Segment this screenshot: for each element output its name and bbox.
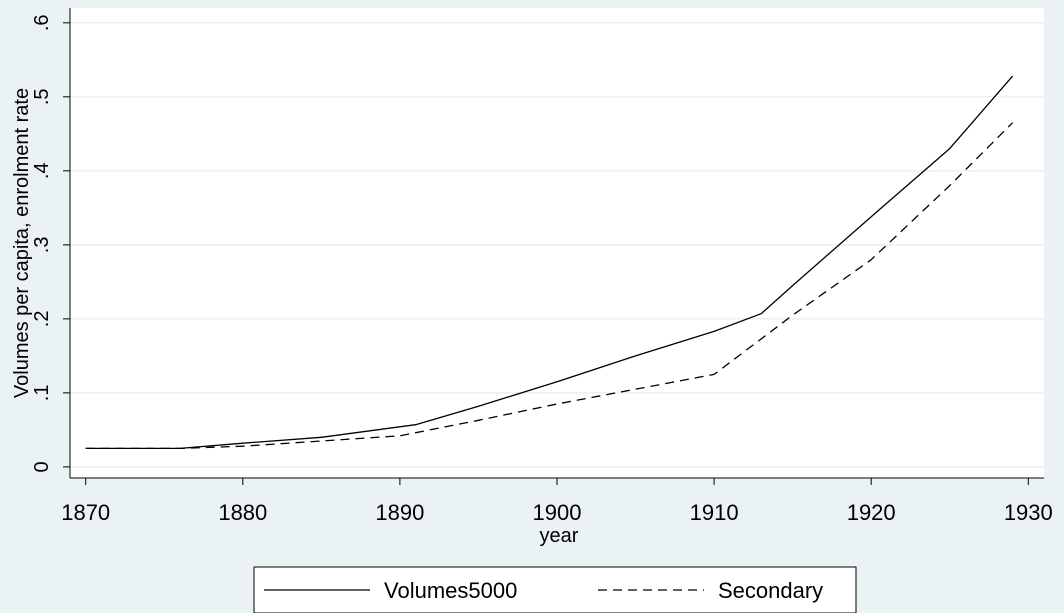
series-line-secondary — [85, 122, 1014, 450]
legend-label-secondary: Secondary — [718, 578, 823, 603]
x-tick-label: 1880 — [218, 500, 267, 525]
y-tick-label: .4 — [31, 162, 53, 179]
y-tick-label: .1 — [31, 385, 53, 402]
x-tick-label: 1900 — [533, 500, 582, 525]
x-tick-label: 1920 — [847, 500, 896, 525]
series-line-volumes5000 — [85, 75, 1014, 450]
y-tick-label: .5 — [31, 88, 53, 105]
x-axis-label: year — [540, 525, 579, 547]
y-axis-ticks: 0 .1 .2 .3 .4 .5 .6 — [31, 14, 70, 472]
plot-area — [70, 8, 1044, 478]
x-axis-ticks: 1870 1880 1890 1900 1910 1920 1930 — [61, 478, 1053, 525]
y-tick-label: .3 — [31, 237, 53, 254]
x-tick-label: 1930 — [1004, 500, 1053, 525]
y-axis-label: Volumes per capita, enrolment rate — [11, 88, 33, 398]
legend-label-volumes5000: Volumes5000 — [384, 578, 517, 603]
legend: Volumes5000 Secondary — [253, 566, 857, 613]
x-tick-label: 1910 — [690, 500, 739, 525]
y-tick-label: 0 — [31, 461, 53, 472]
series-lines — [85, 75, 1014, 450]
y-tick-label: .2 — [31, 311, 53, 328]
x-tick-label: 1890 — [375, 500, 424, 525]
y-tick-label: .6 — [31, 14, 53, 31]
x-tick-label: 1870 — [61, 500, 110, 525]
gridlines — [70, 22, 1044, 468]
